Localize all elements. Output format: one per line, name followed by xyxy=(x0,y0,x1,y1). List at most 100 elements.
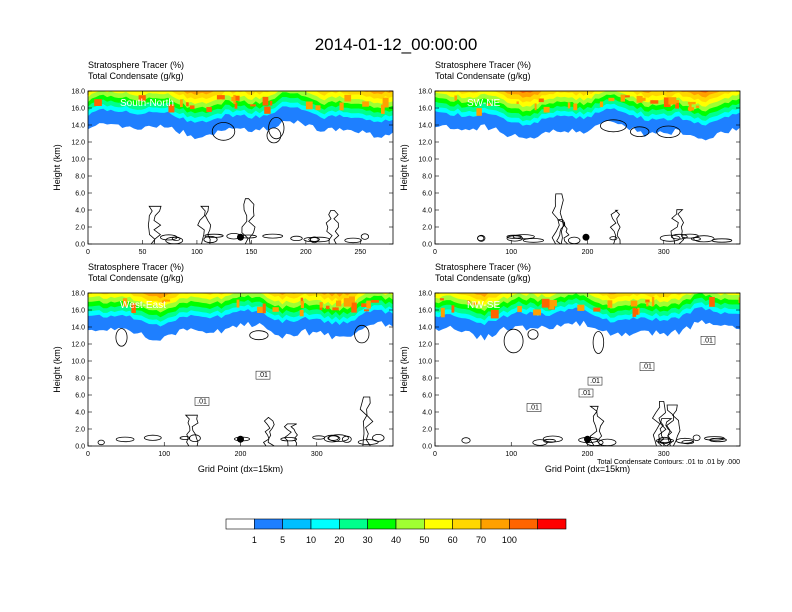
tracer-cell xyxy=(451,305,455,313)
colorbar-label: 30 xyxy=(363,535,373,545)
x-tick-label: 200 xyxy=(582,249,594,256)
contour-line xyxy=(592,331,605,354)
y-tick-label: 14.0 xyxy=(71,325,85,332)
x-tick-label: 300 xyxy=(658,451,670,458)
tracer-cell xyxy=(476,108,482,116)
colorbar-swatch xyxy=(225,518,255,530)
tracer-cell xyxy=(300,300,304,309)
contour-line xyxy=(354,324,370,344)
y-tick-label: 4.0 xyxy=(422,410,432,417)
contour-line xyxy=(532,439,548,446)
contour-label-box xyxy=(587,376,603,386)
y-tick-label: 16.0 xyxy=(418,106,432,113)
x-tick-label: 0 xyxy=(86,249,90,256)
contour-label-box xyxy=(255,370,271,380)
panel-header-line: Total Condensate (g/kg) xyxy=(88,71,184,81)
y-tick-label: 12.0 xyxy=(418,342,432,349)
x-axis-label: Grid Point (dx=15km) xyxy=(198,464,283,474)
colorbar-swatch xyxy=(509,518,538,530)
contour-line xyxy=(506,234,522,239)
y-tick-label: 18.0 xyxy=(418,89,432,96)
tracer-cell xyxy=(351,302,357,313)
x-axis-label: Grid Point (dx=15km) xyxy=(545,464,630,474)
contour-line xyxy=(184,414,199,446)
y-tick-label: 14.0 xyxy=(418,123,432,130)
contour-label-box xyxy=(700,336,716,345)
tracer-cell xyxy=(636,95,643,103)
colorbar-swatch xyxy=(424,518,453,530)
contour-line xyxy=(681,439,695,445)
contour-line xyxy=(359,396,374,446)
tracer-cell xyxy=(675,102,679,109)
contour-label: .01 xyxy=(642,364,652,371)
contour-line xyxy=(693,235,715,243)
tracer-cell xyxy=(695,105,700,109)
contour-line xyxy=(512,234,535,240)
y-tick-label: 8.0 xyxy=(75,174,85,181)
tracer-cell xyxy=(234,102,238,109)
y-tick-label: 0.0 xyxy=(422,444,432,451)
x-tick-label: 100 xyxy=(505,249,517,256)
tracer-cell xyxy=(131,303,136,313)
tracer-cell xyxy=(630,300,638,307)
x-tick-label: 100 xyxy=(158,451,170,458)
contour-line xyxy=(372,433,385,442)
tracer-cell xyxy=(624,95,630,98)
tracer-cell xyxy=(599,101,604,108)
tracer-cell xyxy=(305,101,313,110)
tracer-cell xyxy=(541,298,550,308)
panel-2: SW-NE Stratosphere Tracer (%)Total Conden… xyxy=(399,60,741,256)
contour-label-box xyxy=(194,397,210,406)
tracer-cell xyxy=(637,307,640,315)
tracer-cell xyxy=(343,298,352,307)
contour-note: Total Condensate Contours: .01 to .01 by… xyxy=(597,459,740,466)
colorbar: 1 5 10 20 30 40 50 60 70 100 xyxy=(225,518,567,545)
contour-line xyxy=(656,125,681,139)
panel-1: South-North Stratosphere Tracer (%)Total … xyxy=(52,60,394,256)
colorbar-swatch xyxy=(452,518,482,530)
colorbar-label: 40 xyxy=(391,535,401,545)
tracer-cell xyxy=(486,103,492,106)
colorbar-swatch xyxy=(395,518,425,530)
y-tick-label: 6.0 xyxy=(75,191,85,198)
contour-line xyxy=(666,404,681,446)
tracer-cell xyxy=(381,104,385,114)
contour-line xyxy=(692,434,701,441)
tracer-cell xyxy=(332,307,339,311)
panel-header-line: Stratosphere Tracer (%) xyxy=(88,60,184,70)
y-tick-label: 14.0 xyxy=(418,325,432,332)
contour-line xyxy=(704,436,725,441)
tracer-cell xyxy=(454,95,458,101)
x-tick-label: 50 xyxy=(139,249,147,256)
y-tick-label: 0.0 xyxy=(75,444,85,451)
y-tick-label: 8.0 xyxy=(422,376,432,383)
colorbar-swatch xyxy=(537,518,567,530)
tracer-cell xyxy=(163,299,171,302)
tracer-cell xyxy=(180,99,183,107)
contour-line xyxy=(360,233,369,240)
colorbar-label: 1 xyxy=(252,535,257,545)
contour-line xyxy=(655,438,675,443)
contour-line xyxy=(503,328,524,354)
colorbar-swatch xyxy=(339,518,368,530)
contour-line xyxy=(327,435,339,441)
tracer-cell xyxy=(186,102,189,107)
y-tick-label: 18.0 xyxy=(71,291,85,298)
x-tick-label: 100 xyxy=(505,451,517,458)
tracer-cell xyxy=(344,94,352,102)
contour-line xyxy=(211,122,236,141)
tracer-cell xyxy=(548,302,555,310)
contour-label-box xyxy=(639,362,655,371)
y-tick-label: 10.0 xyxy=(418,359,432,366)
x-tick-label: 0 xyxy=(86,451,90,458)
contour-line xyxy=(527,329,539,340)
tracer-cell xyxy=(366,300,371,309)
tracer-cell xyxy=(516,101,519,104)
contour-label-box xyxy=(526,403,542,412)
contour-line xyxy=(461,437,471,444)
colorbar-label: 100 xyxy=(502,535,517,545)
colorbar-label: 5 xyxy=(280,535,285,545)
y-tick-label: 2.0 xyxy=(422,225,432,232)
tracer-cell xyxy=(608,97,615,102)
y-tick-label: 12.0 xyxy=(71,140,85,147)
